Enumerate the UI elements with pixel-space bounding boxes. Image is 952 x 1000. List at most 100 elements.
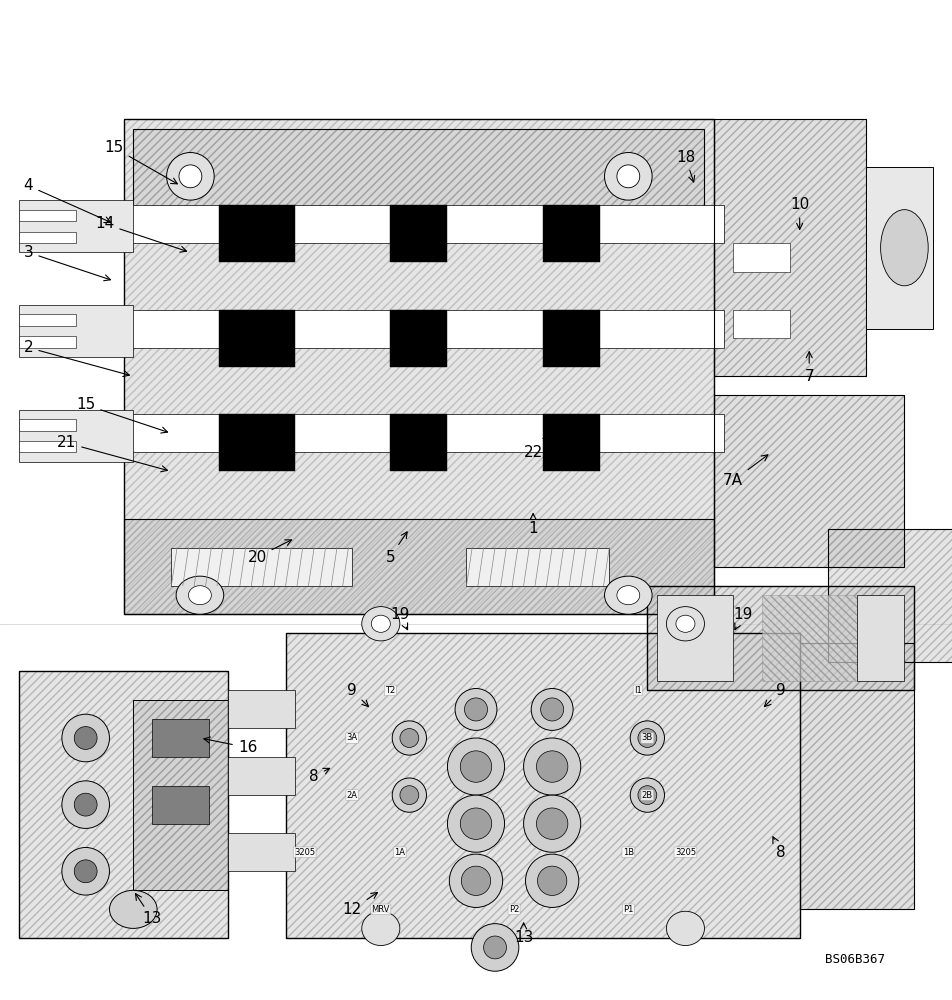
Bar <box>286 633 800 938</box>
Ellipse shape <box>630 721 664 755</box>
Ellipse shape <box>462 866 490 895</box>
Text: 3A: 3A <box>347 734 358 742</box>
Bar <box>390 205 447 262</box>
Bar <box>124 119 714 614</box>
Text: 18: 18 <box>676 150 695 182</box>
Bar <box>714 119 866 376</box>
Bar <box>733 310 790 338</box>
Bar <box>19 200 133 252</box>
Text: 1: 1 <box>528 514 538 536</box>
Ellipse shape <box>531 688 573 730</box>
Text: 9: 9 <box>764 683 785 707</box>
Text: 2: 2 <box>24 340 129 377</box>
Ellipse shape <box>74 727 97 749</box>
Bar <box>19 419 76 431</box>
Text: 2B: 2B <box>642 791 653 800</box>
Text: 19: 19 <box>390 607 409 630</box>
Ellipse shape <box>447 738 505 795</box>
Ellipse shape <box>617 586 640 605</box>
Bar <box>762 595 857 681</box>
Bar <box>714 119 866 376</box>
Bar <box>114 205 724 243</box>
Ellipse shape <box>538 866 566 895</box>
Bar <box>19 671 228 938</box>
Text: BS06B367: BS06B367 <box>825 953 885 966</box>
Ellipse shape <box>638 786 657 805</box>
Bar <box>866 167 933 329</box>
Text: 19: 19 <box>733 607 752 630</box>
Text: 2A: 2A <box>347 791 358 800</box>
Bar <box>228 757 295 795</box>
Text: T2: T2 <box>386 686 395 695</box>
Ellipse shape <box>524 795 581 852</box>
Bar <box>228 833 295 871</box>
Ellipse shape <box>617 165 640 188</box>
Text: P2: P2 <box>509 905 519 914</box>
Ellipse shape <box>400 786 419 805</box>
Bar <box>219 205 295 262</box>
Text: 13: 13 <box>135 894 162 926</box>
Text: 12: 12 <box>343 893 377 917</box>
Bar <box>19 441 76 452</box>
Ellipse shape <box>362 607 400 641</box>
Ellipse shape <box>605 576 652 614</box>
Bar <box>19 210 76 221</box>
Ellipse shape <box>455 688 497 730</box>
Ellipse shape <box>62 847 109 895</box>
Text: 20: 20 <box>248 540 291 565</box>
Bar <box>171 548 352 586</box>
Bar <box>19 232 76 243</box>
Ellipse shape <box>524 738 581 795</box>
Bar <box>543 205 600 262</box>
Bar <box>390 310 447 367</box>
Bar <box>114 310 724 348</box>
Bar <box>228 690 295 728</box>
Ellipse shape <box>638 729 657 747</box>
Text: 5: 5 <box>386 532 407 565</box>
Ellipse shape <box>460 751 491 782</box>
Ellipse shape <box>62 714 109 762</box>
Bar <box>857 595 904 681</box>
Ellipse shape <box>537 751 567 782</box>
Bar <box>19 305 133 357</box>
Text: 7A: 7A <box>723 455 768 488</box>
Text: 3205: 3205 <box>675 848 696 857</box>
Bar <box>714 395 904 567</box>
Text: 8: 8 <box>773 837 785 860</box>
Bar <box>466 548 609 586</box>
Ellipse shape <box>537 808 567 839</box>
Bar <box>800 643 914 909</box>
Ellipse shape <box>179 165 202 188</box>
Bar <box>19 410 133 462</box>
Ellipse shape <box>371 615 390 632</box>
Bar <box>828 529 952 662</box>
Bar <box>657 595 733 681</box>
Text: 7: 7 <box>804 352 814 384</box>
Text: 4: 4 <box>24 178 110 223</box>
Ellipse shape <box>447 795 505 852</box>
Ellipse shape <box>526 854 579 907</box>
Text: 3B: 3B <box>642 734 653 742</box>
Bar <box>543 310 600 367</box>
Bar <box>390 414 447 471</box>
Bar <box>133 700 228 890</box>
Text: 14: 14 <box>95 216 187 252</box>
Text: 16: 16 <box>204 737 257 755</box>
Bar <box>133 700 228 890</box>
Bar <box>286 633 800 938</box>
Bar <box>733 243 790 272</box>
Text: 22: 22 <box>524 436 549 460</box>
Ellipse shape <box>62 781 109 828</box>
Bar <box>647 586 914 690</box>
Text: 8: 8 <box>309 768 329 784</box>
Ellipse shape <box>630 778 664 812</box>
Ellipse shape <box>400 729 419 747</box>
Text: 15: 15 <box>76 397 168 433</box>
Ellipse shape <box>881 210 928 286</box>
Bar <box>800 643 914 909</box>
Text: MRV: MRV <box>371 905 390 914</box>
Ellipse shape <box>74 860 97 883</box>
Text: 3: 3 <box>24 245 110 281</box>
Ellipse shape <box>605 153 652 200</box>
Text: 21: 21 <box>57 435 168 472</box>
